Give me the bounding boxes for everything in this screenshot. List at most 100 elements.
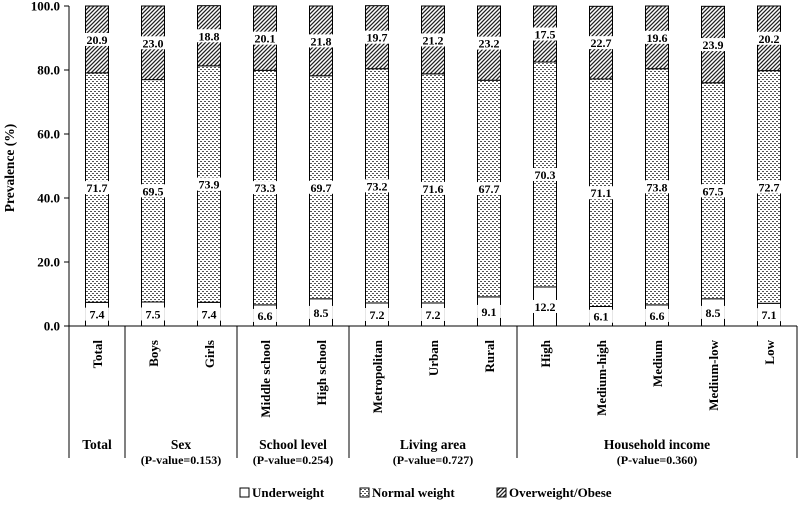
x-category-label: Urban bbox=[426, 339, 441, 376]
data-label: 73.9 bbox=[199, 178, 220, 192]
x-category-label: Medium-high bbox=[594, 339, 609, 416]
data-label-bg bbox=[473, 36, 505, 50]
data-label-bg bbox=[641, 180, 673, 194]
group-label: Sex bbox=[171, 437, 192, 452]
data-label-bg bbox=[641, 30, 673, 44]
x-category-label: Girls bbox=[202, 340, 217, 368]
data-label: 6.1 bbox=[594, 310, 609, 324]
data-label: 69.5 bbox=[143, 184, 164, 198]
data-label: 19.6 bbox=[647, 31, 668, 45]
x-category-label: Low bbox=[762, 339, 777, 364]
data-label: 23.2 bbox=[479, 37, 500, 51]
data-label: 70.3 bbox=[535, 168, 556, 182]
data-label-bg bbox=[253, 308, 277, 322]
data-label-bg bbox=[81, 32, 113, 46]
data-label: 22.7 bbox=[591, 36, 612, 50]
data-label-bg bbox=[137, 36, 169, 50]
y-axis-label: Prevalence (%) bbox=[2, 124, 17, 213]
data-label: 9.1 bbox=[482, 305, 497, 319]
data-label-bg bbox=[365, 307, 389, 321]
x-category-label: Medium-low bbox=[706, 339, 721, 410]
data-label: 73.8 bbox=[647, 180, 668, 194]
data-label-bg bbox=[361, 179, 393, 193]
data-label: 67.7 bbox=[479, 182, 500, 196]
data-label: 73.3 bbox=[255, 181, 276, 195]
group-label: School level bbox=[259, 437, 327, 452]
data-label-bg bbox=[529, 299, 561, 313]
data-label: 7.2 bbox=[370, 308, 385, 322]
data-label: 20.1 bbox=[255, 32, 276, 46]
data-label: 73.2 bbox=[367, 179, 388, 193]
data-label: 71.1 bbox=[591, 186, 612, 200]
data-label: 71.6 bbox=[423, 182, 444, 196]
data-label-bg bbox=[585, 36, 617, 50]
data-label-bg bbox=[85, 307, 109, 321]
data-label: 7.5 bbox=[146, 308, 161, 322]
data-label: 67.5 bbox=[703, 184, 724, 198]
group-label: Living area bbox=[400, 437, 466, 452]
y-tick-label: 60.0 bbox=[37, 127, 60, 142]
data-label: 7.4 bbox=[90, 308, 105, 322]
legend-label: Underweight bbox=[252, 485, 325, 500]
data-label: 72.7 bbox=[759, 180, 780, 194]
data-label: 7.4 bbox=[202, 308, 217, 322]
y-tick-label: 40.0 bbox=[37, 191, 60, 206]
x-category-label: Middle school bbox=[258, 340, 273, 418]
group-pvalue: (P-value=0.254) bbox=[253, 453, 334, 467]
data-label-bg bbox=[197, 307, 221, 321]
data-label: 6.6 bbox=[650, 309, 665, 323]
data-label: 18.8 bbox=[199, 29, 220, 43]
data-label: 6.6 bbox=[258, 309, 273, 323]
data-label-bg bbox=[697, 184, 729, 198]
data-label: 21.2 bbox=[423, 33, 444, 47]
data-label-bg bbox=[141, 307, 165, 321]
data-label: 23.9 bbox=[703, 38, 724, 52]
y-tick-label: 100.0 bbox=[31, 0, 60, 14]
data-label: 12.2 bbox=[535, 300, 556, 314]
y-tick-label: 0.0 bbox=[44, 319, 60, 334]
data-label-bg bbox=[417, 181, 449, 195]
data-label: 17.5 bbox=[535, 28, 556, 42]
y-tick-label: 80.0 bbox=[37, 63, 60, 78]
data-label-bg bbox=[473, 182, 505, 196]
legend-swatch bbox=[496, 487, 507, 498]
x-category-label: High school bbox=[314, 340, 329, 406]
data-label: 21.8 bbox=[311, 34, 332, 48]
data-label-bg bbox=[305, 180, 337, 194]
x-category-label: Rural bbox=[482, 340, 497, 373]
data-label-bg bbox=[309, 305, 333, 319]
legend: Underweight Normal weight Overweight/Obese bbox=[239, 485, 612, 500]
data-label: 7.2 bbox=[426, 308, 441, 322]
y-tick-label: 20.0 bbox=[37, 255, 60, 270]
data-label-bg bbox=[697, 38, 729, 52]
data-label: 8.5 bbox=[706, 306, 721, 320]
data-label-bg bbox=[249, 181, 281, 195]
data-label-bg bbox=[701, 305, 725, 319]
legend-label: Normal weight bbox=[372, 485, 455, 500]
data-label-bg bbox=[645, 308, 669, 322]
data-label-bg bbox=[81, 181, 113, 195]
data-label: 8.5 bbox=[314, 306, 329, 320]
data-label-bg bbox=[193, 29, 225, 43]
x-category-label: Medium bbox=[650, 340, 665, 387]
data-label-bg bbox=[249, 31, 281, 45]
data-label-bg bbox=[193, 177, 225, 191]
data-label-bg bbox=[757, 308, 781, 322]
plot-area: 0.0 20.0 40.0 60.0 80.0 100.0 7.4 71.7 20.9 Total… bbox=[31, 0, 798, 467]
legend-label: Overweight/Obese bbox=[509, 485, 612, 500]
group-pvalue: (P-value=0.153) bbox=[141, 453, 222, 467]
data-label-bg bbox=[361, 30, 393, 44]
data-label-bg bbox=[137, 184, 169, 198]
data-label-bg bbox=[417, 33, 449, 47]
legend-swatch bbox=[239, 487, 250, 498]
group-label: Total bbox=[82, 437, 112, 452]
data-label: 23.0 bbox=[143, 36, 164, 50]
data-label-bg bbox=[529, 167, 561, 181]
x-category-label: Total bbox=[90, 340, 105, 369]
data-label: 20.2 bbox=[759, 32, 780, 46]
data-label-bg bbox=[753, 180, 785, 194]
data-label: 7.1 bbox=[762, 308, 777, 322]
group-pvalue: (P-value=0.360) bbox=[617, 453, 698, 467]
data-label: 20.9 bbox=[87, 33, 108, 47]
data-label-bg bbox=[753, 31, 785, 45]
